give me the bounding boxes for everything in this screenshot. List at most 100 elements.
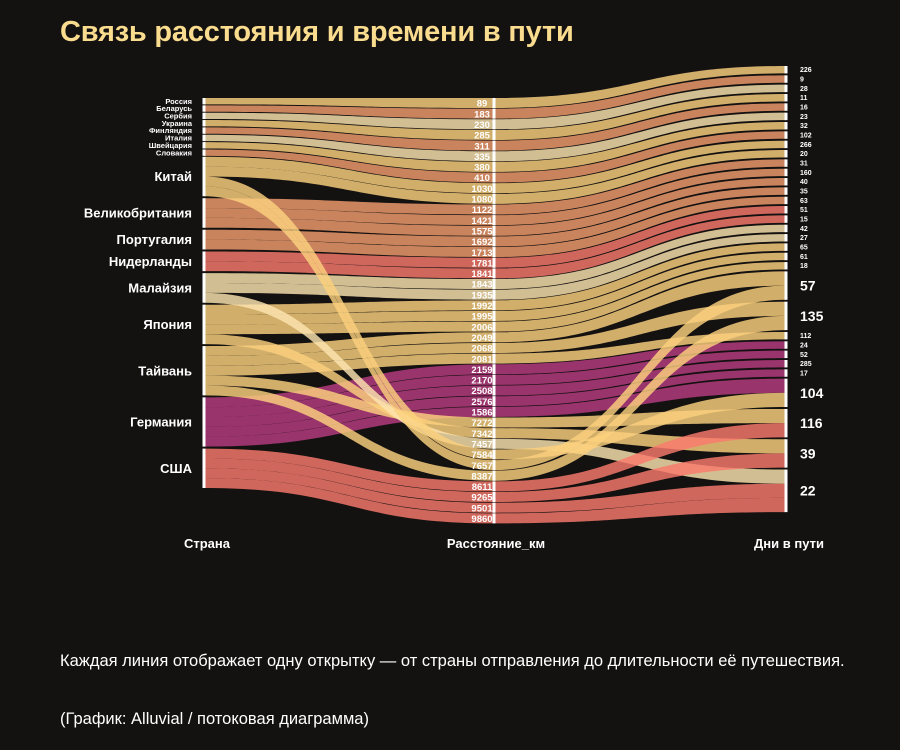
days-label: 18	[800, 263, 808, 270]
flow-band	[204, 98, 494, 109]
days-node	[784, 224, 788, 233]
distance-label: 335	[474, 152, 491, 163]
days-node	[784, 112, 788, 121]
flow-layer	[204, 66, 786, 524]
country-label: Сербия	[164, 112, 192, 121]
country-node	[202, 120, 206, 127]
distance-label: 1713	[471, 248, 492, 259]
days-label: 160	[800, 170, 812, 177]
distance-node	[492, 268, 496, 279]
distance-node	[492, 321, 496, 332]
flow-band	[204, 105, 494, 119]
distance-label: 9501	[471, 503, 493, 514]
days-label: 42	[800, 226, 808, 233]
distance-label: 1421	[471, 216, 493, 227]
days-node	[784, 469, 788, 513]
distance-node	[492, 332, 496, 343]
distance-node	[492, 215, 496, 226]
country-label: Словакия	[156, 148, 192, 157]
days-node	[784, 262, 788, 270]
distance-label: 2170	[471, 376, 492, 387]
country-label: Китай	[154, 169, 192, 184]
days-label: 226	[800, 67, 812, 74]
days-node	[784, 350, 788, 359]
distance-label: 1992	[471, 301, 492, 312]
flow-band	[494, 178, 786, 236]
days-node	[784, 215, 788, 223]
flow-band	[204, 375, 494, 428]
distance-node	[492, 289, 496, 300]
distance-label: 2159	[471, 365, 492, 376]
distance-node	[492, 161, 496, 172]
days-label: 15	[800, 217, 808, 224]
days-node	[784, 159, 788, 167]
days-node	[784, 140, 788, 149]
days-label: 17	[800, 370, 808, 377]
distance-node	[492, 353, 496, 364]
flow-band	[494, 206, 786, 268]
flow-band	[204, 282, 494, 300]
distance-node	[492, 364, 496, 375]
distance-label: 1030	[471, 184, 492, 195]
days-node	[784, 234, 788, 242]
country-node	[202, 397, 206, 447]
country-node	[202, 142, 206, 149]
flow-band	[494, 243, 786, 311]
distance-label: 285	[474, 131, 491, 142]
days-label: 31	[800, 161, 808, 168]
country-label: Финляндия	[149, 126, 192, 135]
days-label: 9	[800, 77, 804, 84]
days-node	[784, 271, 788, 300]
distance-node	[492, 385, 496, 396]
distance-label: 2049	[471, 333, 492, 344]
flow-band	[494, 159, 786, 215]
days-node	[784, 150, 788, 158]
days-node	[784, 187, 788, 195]
distance-label: 7342	[471, 429, 492, 440]
days-node	[784, 84, 788, 93]
flow-band	[494, 75, 786, 119]
flow-band	[494, 168, 786, 226]
distance-label: 2081	[471, 354, 493, 365]
distance-label: 2576	[471, 397, 492, 408]
days-node	[784, 168, 788, 177]
flow-band	[494, 369, 786, 407]
country-node	[202, 273, 206, 303]
flow-band	[204, 186, 494, 471]
days-node	[784, 66, 788, 74]
distance-node	[492, 172, 496, 183]
distance-label: 1841	[471, 269, 493, 280]
flow-band	[494, 315, 786, 481]
days-node	[784, 408, 788, 438]
country-node	[202, 448, 206, 489]
country-node	[202, 98, 206, 105]
days-label: 39	[800, 445, 816, 461]
days-node	[784, 103, 788, 111]
days-label: 112	[800, 333, 811, 340]
distance-node	[492, 204, 496, 215]
country-node	[202, 229, 206, 250]
days-label: 28	[800, 86, 808, 93]
flow-band	[204, 198, 494, 215]
distance-label: 7457	[471, 439, 492, 450]
axis-title: Дни в пути	[754, 536, 824, 551]
distance-node	[492, 428, 496, 439]
flow-band	[204, 334, 494, 439]
flow-band	[204, 374, 494, 418]
flow-band	[494, 350, 786, 385]
flow-band	[494, 252, 786, 322]
country-label: Беларусь	[156, 104, 192, 113]
country-label: Португалия	[117, 232, 192, 247]
distance-node	[492, 151, 496, 162]
flow-band	[204, 120, 494, 140]
flow-band	[494, 131, 786, 183]
flow-band	[204, 156, 494, 194]
flow-band	[494, 428, 786, 454]
country-label: Италия	[165, 134, 192, 143]
distance-label: 7657	[471, 461, 492, 472]
distance-label: 7584	[471, 450, 493, 461]
days-node	[784, 331, 788, 340]
distance-node	[492, 396, 496, 407]
days-node	[784, 122, 788, 130]
days-label: 40	[800, 179, 808, 186]
